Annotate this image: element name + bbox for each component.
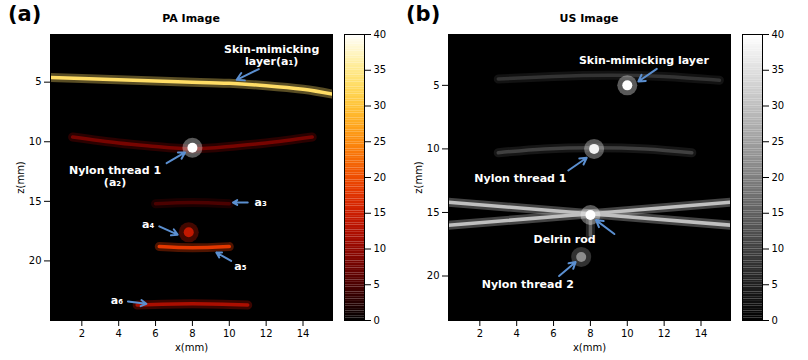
svg-text:10: 10 <box>427 143 440 154</box>
svg-text:a₃: a₃ <box>254 196 266 209</box>
svg-text:z(mm): z(mm) <box>413 161 424 194</box>
svg-text:Delrin rod: Delrin rod <box>534 233 596 246</box>
svg-text:Skin-mimickinglayer(a₁): Skin-mimickinglayer(a₁) <box>224 43 319 68</box>
svg-text:2: 2 <box>79 328 85 339</box>
svg-text:4: 4 <box>116 328 122 339</box>
svg-text:12: 12 <box>260 328 273 339</box>
html-text:US Image: US Image <box>559 12 619 25</box>
svg-text:20: 20 <box>374 172 387 183</box>
svg-text:10: 10 <box>374 243 387 254</box>
svg-text:10: 10 <box>29 136 42 147</box>
svg-text:0: 0 <box>772 315 778 326</box>
svg-text:30: 30 <box>772 100 785 111</box>
svg-text:6: 6 <box>152 328 158 339</box>
svg-text:35: 35 <box>374 64 387 75</box>
svg-text:10: 10 <box>223 328 236 339</box>
svg-text:Nylon thread 1: Nylon thread 1 <box>474 172 566 185</box>
svg-text:25: 25 <box>772 136 785 147</box>
svg-text:Skin-mimicking layer: Skin-mimicking layer <box>579 54 709 67</box>
svg-text:30: 30 <box>374 100 387 111</box>
svg-text:a₄: a₄ <box>142 218 154 231</box>
html-text:(a): (a) <box>8 2 42 26</box>
svg-text:2: 2 <box>477 328 483 339</box>
html-text:(b): (b) <box>406 2 441 26</box>
svg-text:20: 20 <box>427 270 440 281</box>
svg-text:10: 10 <box>621 328 634 339</box>
svg-text:10: 10 <box>772 243 785 254</box>
svg-text:Nylon thread 2: Nylon thread 2 <box>482 278 574 291</box>
html-text:PA Image: PA Image <box>162 12 220 25</box>
svg-text:z(mm): z(mm) <box>15 161 26 194</box>
svg-text:40: 40 <box>772 29 785 40</box>
svg-text:8: 8 <box>189 328 195 339</box>
svg-text:x(mm): x(mm) <box>175 342 208 353</box>
svg-text:14: 14 <box>297 328 310 339</box>
svg-text:20: 20 <box>772 172 785 183</box>
svg-text:40: 40 <box>374 29 387 40</box>
svg-text:a₆: a₆ <box>111 294 123 307</box>
svg-text:5: 5 <box>374 279 380 290</box>
svg-text:15: 15 <box>427 207 440 218</box>
svg-text:0: 0 <box>374 315 380 326</box>
svg-text:8: 8 <box>587 328 593 339</box>
svg-text:4: 4 <box>514 328 520 339</box>
svg-text:15: 15 <box>772 207 785 218</box>
svg-text:5: 5 <box>433 80 439 91</box>
svg-text:x(mm): x(mm) <box>573 342 606 353</box>
svg-text:5: 5 <box>35 76 41 87</box>
svg-text:5: 5 <box>772 279 778 290</box>
svg-text:a₅: a₅ <box>234 260 246 273</box>
svg-text:12: 12 <box>658 328 671 339</box>
svg-text:14: 14 <box>695 328 708 339</box>
svg-text:Nylon thread 1(a₂): Nylon thread 1(a₂) <box>69 164 161 189</box>
svg-text:6: 6 <box>550 328 556 339</box>
svg-text:15: 15 <box>374 207 387 218</box>
svg-text:20: 20 <box>29 255 42 266</box>
svg-text:25: 25 <box>374 136 387 147</box>
svg-text:35: 35 <box>772 64 785 75</box>
svg-text:15: 15 <box>29 196 42 207</box>
